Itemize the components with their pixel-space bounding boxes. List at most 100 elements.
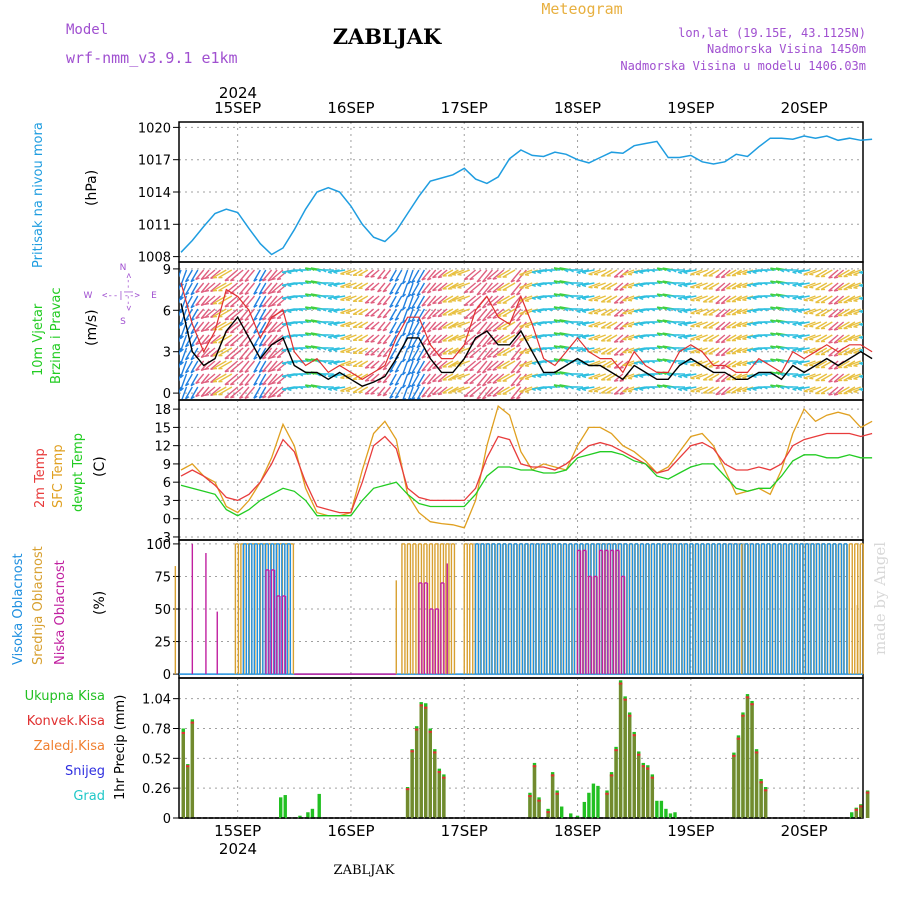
- wind-arrow-head: [382, 315, 388, 319]
- wind-arrow-head: [322, 334, 327, 338]
- wind-legend-n: N: [120, 263, 127, 273]
- wind-arrow: [515, 282, 527, 296]
- wind-arrow: [736, 282, 748, 288]
- top-day-label: 20SEP: [781, 99, 828, 117]
- wind-arrow-head: [175, 388, 178, 391]
- wind-arrow: [394, 360, 403, 373]
- wind-arrow-head: [482, 357, 487, 361]
- wind-arrow: [437, 386, 448, 396]
- wind-arrow: [184, 321, 193, 335]
- wind-arrow-head: [204, 393, 210, 397]
- wind-arrow-head: [588, 377, 593, 380]
- wind-arrow: [582, 308, 595, 312]
- wind-arrow-head: [482, 396, 487, 400]
- wind-arrow-head: [175, 284, 178, 287]
- wind-arrow: [382, 308, 391, 319]
- precip-legend-total: Ukupna Kisa: [25, 689, 105, 704]
- panels: 1020101710141011100896301815129630-31007…: [138, 121, 873, 827]
- wind-arrow: [815, 308, 828, 317]
- wind-arrow-head: [253, 395, 258, 399]
- wind-arrow: [382, 269, 391, 280]
- wind-arrow-head: [382, 380, 388, 384]
- wind-arrow-head: [828, 393, 833, 396]
- wind-arrow: [281, 282, 295, 286]
- wind-arrow-head: [370, 275, 375, 278]
- wind-arrow: [184, 373, 193, 387]
- wind-arrow-head: [287, 297, 292, 301]
- wind-arrow-head: [416, 358, 421, 362]
- wind-arrow: [442, 386, 454, 394]
- wind-arrow-head: [262, 304, 267, 308]
- wind-arrow-head: [785, 295, 790, 299]
- wind-arrow-head: [402, 306, 407, 311]
- wind-arrow: [600, 334, 612, 342]
- wind-arrow-head: [752, 310, 757, 313]
- wind-arrow-head: [780, 295, 785, 299]
- wind-arrow: [432, 269, 443, 279]
- wind-arrow: [179, 373, 182, 382]
- wind-arrow: [218, 347, 233, 357]
- wind-arrow-head: [258, 291, 264, 295]
- precip-bar-conv-top: [405, 788, 410, 791]
- precip-bar-conv: [614, 749, 618, 818]
- wind-arrow: [469, 360, 482, 372]
- wind-arrow-head: [190, 383, 195, 387]
- wind-arrow: [613, 373, 624, 382]
- wind-arrow: [345, 269, 357, 275]
- wind-arrow-head: [627, 377, 633, 380]
- wind-arrow: [502, 373, 516, 382]
- wind-arrow: [377, 269, 386, 280]
- wind-arrow-head: [785, 347, 790, 351]
- wind-arrow: [210, 321, 221, 331]
- wind-arrow: [496, 308, 510, 317]
- wind-arrow: [394, 269, 403, 282]
- wind-arrow: [218, 334, 233, 344]
- wind-arrow: [859, 374, 863, 377]
- wind-arrow-head: [345, 286, 350, 289]
- wind-arrow: [394, 321, 403, 334]
- wind-arrow-head: [752, 297, 757, 300]
- precip-bar-conv: [750, 703, 754, 818]
- wind-arrow: [847, 308, 862, 315]
- wind-arrow-head: [569, 295, 574, 299]
- wind-arrow-head: [792, 284, 797, 287]
- wind-arrow: [702, 334, 714, 342]
- wind-arrow: [576, 308, 590, 312]
- wind-arrow-head: [510, 344, 515, 348]
- wind-arrow-head: [736, 364, 742, 367]
- temp-tick-label: 18: [154, 403, 171, 418]
- wind-arrow: [715, 360, 726, 370]
- wind-arrow: [720, 360, 731, 370]
- wind-arrow-head: [469, 304, 474, 307]
- wind-arrow-head: [656, 267, 661, 272]
- wind-arrow-head: [672, 308, 677, 312]
- precip-bar-conv-top: [854, 808, 858, 811]
- wind-arrow-head: [683, 310, 688, 314]
- wind-arrow: [837, 386, 850, 395]
- wind-arrow-head: [639, 284, 644, 287]
- wind-arrow-head: [487, 290, 492, 293]
- precip-bar-conv-top: [632, 734, 636, 737]
- wind-arrow-head: [752, 284, 757, 287]
- wind-arrow-head: [553, 384, 558, 388]
- temp-tick-label: -3: [158, 531, 171, 546]
- wind-arrow-head: [345, 364, 350, 367]
- wind-arrow: [633, 360, 646, 364]
- wind-arrow: [633, 373, 646, 377]
- wind-arrow-head: [797, 284, 803, 287]
- wind-arrow: [747, 295, 759, 299]
- wind-arrow-head: [316, 334, 321, 338]
- wind-arrow: [803, 282, 816, 288]
- wind-arrow: [600, 373, 612, 381]
- wind-arrow-head: [389, 356, 394, 360]
- wind-arrow-head: [619, 340, 624, 343]
- wind-arrow: [736, 386, 748, 392]
- wind-arrow: [210, 386, 221, 396]
- wind-arrow: [702, 360, 714, 368]
- wind-arrow-head: [662, 384, 667, 389]
- wind-arrow: [492, 282, 505, 293]
- wind-arrow: [486, 334, 499, 345]
- precip-bar-conv: [555, 792, 559, 818]
- wind-arrow-head: [683, 284, 688, 288]
- wind-arrow: [715, 347, 726, 357]
